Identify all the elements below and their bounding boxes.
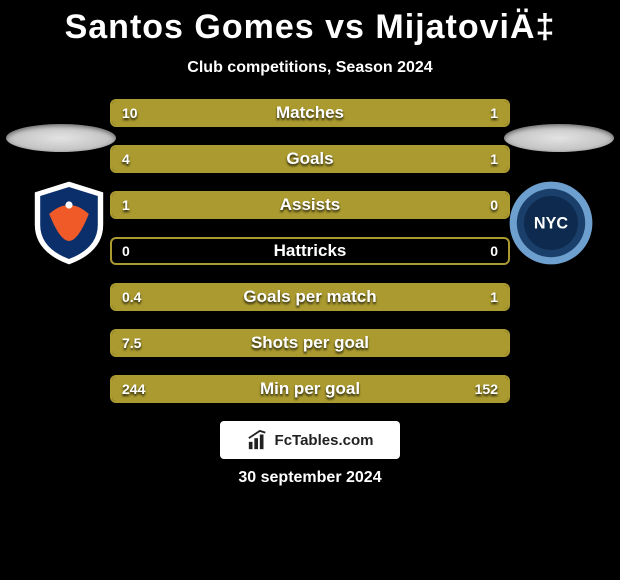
page-title: Santos Gomes vs MijatoviÄ‡ — [0, 0, 620, 47]
club-badge-right: NYC — [506, 178, 596, 268]
svg-text:FC: FC — [64, 189, 74, 198]
stat-value-right: 1 — [490, 147, 498, 171]
stat-row: 10Assists — [110, 191, 510, 219]
stat-value-left: 7.5 — [122, 331, 141, 355]
stat-value-left: 10 — [122, 101, 138, 125]
stat-value-right: 1 — [490, 285, 498, 309]
stat-value-left: 0 — [122, 239, 130, 263]
stat-value-left: 0.4 — [122, 285, 141, 309]
stat-label: Hattricks — [112, 239, 508, 263]
stat-row: 0 0Hattricks — [110, 237, 510, 265]
bar-fill-right — [227, 285, 508, 309]
date-text: 30 september 2024 — [0, 469, 620, 487]
stat-value-left: 4 — [122, 147, 130, 171]
stats-bars: 101Matches41Goals10Assists00Hattricks0.4… — [110, 99, 510, 403]
nycfc-icon: NYC — [506, 178, 596, 268]
stat-value-right: 1 — [490, 101, 498, 125]
stat-value-right: 0 — [490, 193, 498, 217]
stat-value-left: 244 — [122, 377, 145, 401]
bar-fill-left — [112, 193, 508, 217]
bar-fill-left — [112, 377, 358, 401]
fc-cincinnati-icon: FC — [24, 178, 114, 268]
stat-row: 101Matches — [110, 99, 510, 127]
bar-fill-left — [112, 101, 472, 125]
stat-row: 41Goals — [110, 145, 510, 173]
stat-value-right: 152 — [475, 377, 498, 401]
bar-fill-left — [112, 147, 429, 171]
svg-text:NYC: NYC — [534, 214, 568, 232]
footer-brand: FcTables.com — [220, 421, 400, 459]
stat-row: 244152Min per goal — [110, 375, 510, 403]
player-ellipse-right — [504, 124, 614, 152]
chart-icon — [247, 429, 269, 451]
club-badge-left: FC — [24, 178, 114, 268]
stat-row: 7.5Shots per goal — [110, 329, 510, 357]
stat-row: 0.41Goals per match — [110, 283, 510, 311]
subtitle: Club competitions, Season 2024 — [0, 59, 620, 77]
stat-value-right: 0 — [490, 239, 498, 263]
stat-value-left: 1 — [122, 193, 130, 217]
bar-fill-left — [112, 331, 508, 355]
footer-brand-text: FcTables.com — [275, 432, 374, 449]
player-ellipse-left — [6, 124, 116, 152]
